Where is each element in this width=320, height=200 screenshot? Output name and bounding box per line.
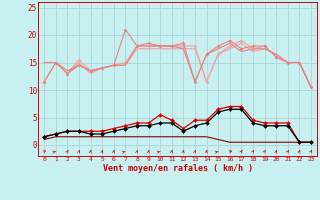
X-axis label: Vent moyen/en rafales ( km/h ): Vent moyen/en rafales ( km/h ) xyxy=(103,164,252,173)
